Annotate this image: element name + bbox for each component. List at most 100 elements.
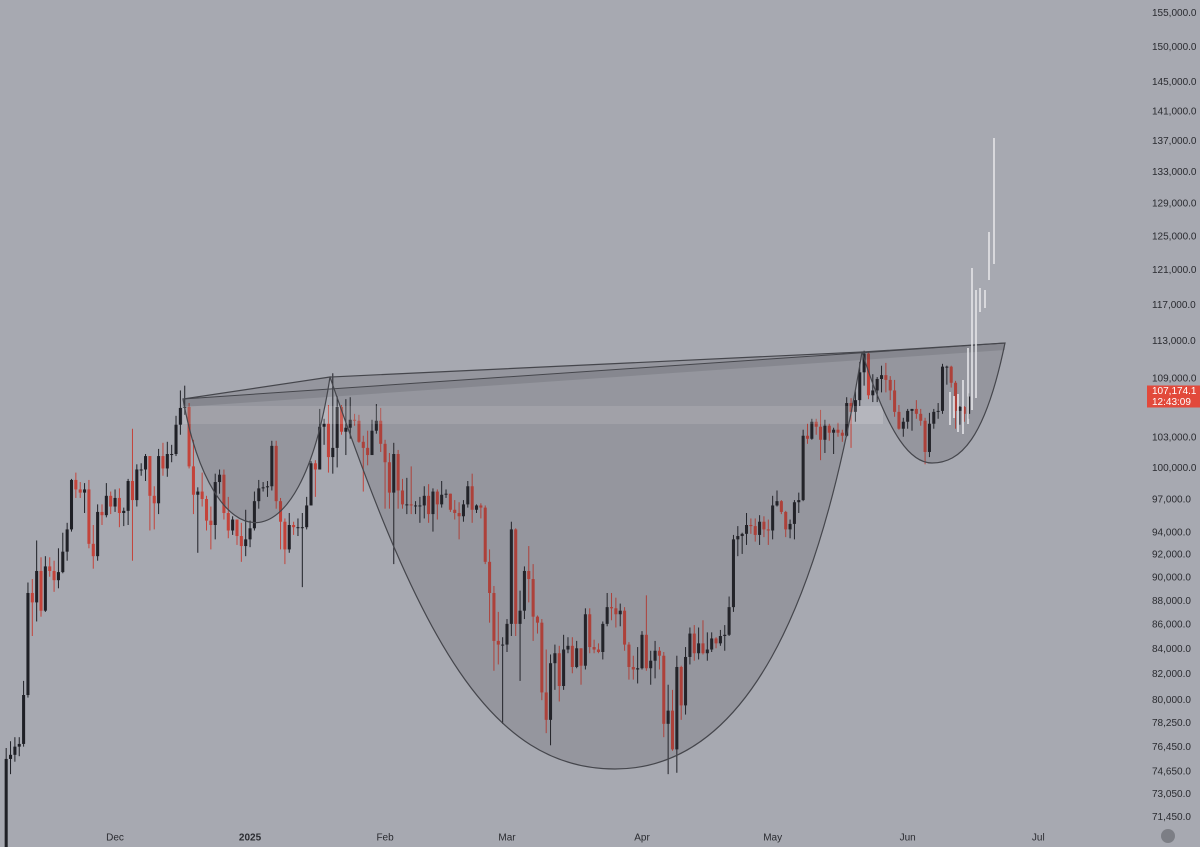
candle-body: [61, 551, 65, 573]
candle-body: [954, 382, 958, 411]
left-cup: [182, 376, 331, 524]
candle-body: [614, 608, 618, 615]
handle: [861, 342, 1006, 464]
candle-body: [239, 536, 243, 547]
candle-body: [866, 353, 870, 396]
candle-body: [231, 519, 235, 531]
candle-body: [204, 499, 209, 521]
candle-body: [749, 525, 753, 527]
candle-body: [670, 710, 675, 750]
candle-body: [588, 614, 592, 648]
candle-body: [270, 445, 274, 487]
candle-body: [144, 456, 148, 470]
y-tick-label: 145,000.0: [1152, 77, 1197, 88]
candle-body: [579, 648, 583, 666]
candle-body: [257, 488, 261, 502]
price-tag: [1147, 385, 1200, 408]
candle-body: [318, 426, 322, 470]
candle-body: [679, 666, 683, 706]
candle-body: [827, 425, 831, 433]
y-tick-label: 82,000.0: [1152, 669, 1191, 680]
candle-body: [248, 528, 252, 540]
x-tick-label: May: [763, 833, 782, 844]
y-tick-label: 94,000.0: [1152, 527, 1191, 538]
candle-body: [805, 435, 810, 439]
candle-body: [104, 495, 108, 516]
x-tick-label: Mar: [498, 833, 516, 844]
candle-body: [609, 607, 614, 609]
candle-body: [265, 486, 269, 488]
pattern-drawing: [182, 138, 1006, 770]
candle-body: [178, 407, 182, 425]
candle-body: [405, 504, 409, 506]
candle-body: [535, 616, 540, 623]
candle-body: [313, 463, 317, 470]
candle-body: [753, 526, 757, 535]
candle-body: [714, 638, 718, 644]
candle-body: [383, 443, 387, 463]
candle-body: [540, 622, 544, 693]
y-tick-label: 84,000.0: [1152, 644, 1191, 655]
candle-body: [640, 634, 644, 669]
candle-body: [623, 610, 627, 645]
candle-body: [448, 493, 452, 510]
candle-body: [87, 489, 91, 544]
candle-body: [483, 507, 487, 562]
candle-body: [187, 406, 191, 467]
candle-body: [962, 406, 966, 414]
candle-body: [596, 649, 600, 652]
candle-body: [200, 491, 204, 500]
candle-body: [296, 527, 300, 529]
candle-body: [109, 495, 113, 507]
y-tick-label: 80,000.0: [1152, 695, 1191, 706]
candle-body: [627, 644, 631, 667]
settings-icon[interactable]: [1161, 829, 1175, 843]
candle-body: [135, 469, 139, 501]
y-tick-label: 117,000.0: [1152, 300, 1196, 311]
x-tick-label: Feb: [376, 833, 394, 844]
candle-body: [875, 378, 879, 391]
candle-body: [958, 406, 962, 411]
candle-body: [161, 456, 165, 469]
candle-body: [130, 480, 134, 501]
candle-body: [666, 710, 670, 724]
candle-body: [74, 479, 78, 490]
candle-body: [170, 454, 174, 456]
candle-body: [300, 527, 304, 529]
candle-body: [435, 491, 439, 505]
y-tick-label: 71,450.0: [1152, 812, 1191, 823]
candle-body: [518, 610, 522, 624]
candle-body: [91, 543, 95, 557]
candle-body: [65, 529, 69, 552]
candle-body: [849, 403, 853, 412]
y-tick-label: 125,000.0: [1152, 231, 1197, 242]
candle-body: [779, 501, 783, 512]
candle-body: [157, 456, 161, 504]
candle-body: [379, 420, 383, 444]
candle-body: [174, 424, 178, 455]
candle-body: [274, 445, 278, 502]
candle-body: [832, 429, 836, 433]
candle-body: [261, 487, 265, 489]
candle-body: [871, 390, 875, 396]
x-tick-label: 2025: [239, 833, 262, 844]
candle-body: [692, 633, 696, 654]
candle-body: [814, 421, 818, 427]
candle-body: [392, 454, 396, 493]
candle-body: [527, 570, 531, 580]
candle-body: [936, 410, 940, 412]
candle-body: [4, 758, 8, 847]
countdown: 12:43:09: [1152, 397, 1191, 408]
candle-body: [897, 411, 901, 429]
candle-body: [509, 529, 513, 624]
candle-body: [409, 504, 413, 506]
candle-body: [927, 423, 931, 452]
candle-body: [914, 408, 918, 414]
candle-body: [22, 695, 26, 744]
candle-body: [43, 566, 47, 611]
y-tick-label: 133,000.0: [1152, 167, 1197, 178]
y-tick-label: 88,000.0: [1152, 596, 1191, 607]
candle-body: [701, 643, 705, 654]
candle-body: [122, 510, 126, 514]
